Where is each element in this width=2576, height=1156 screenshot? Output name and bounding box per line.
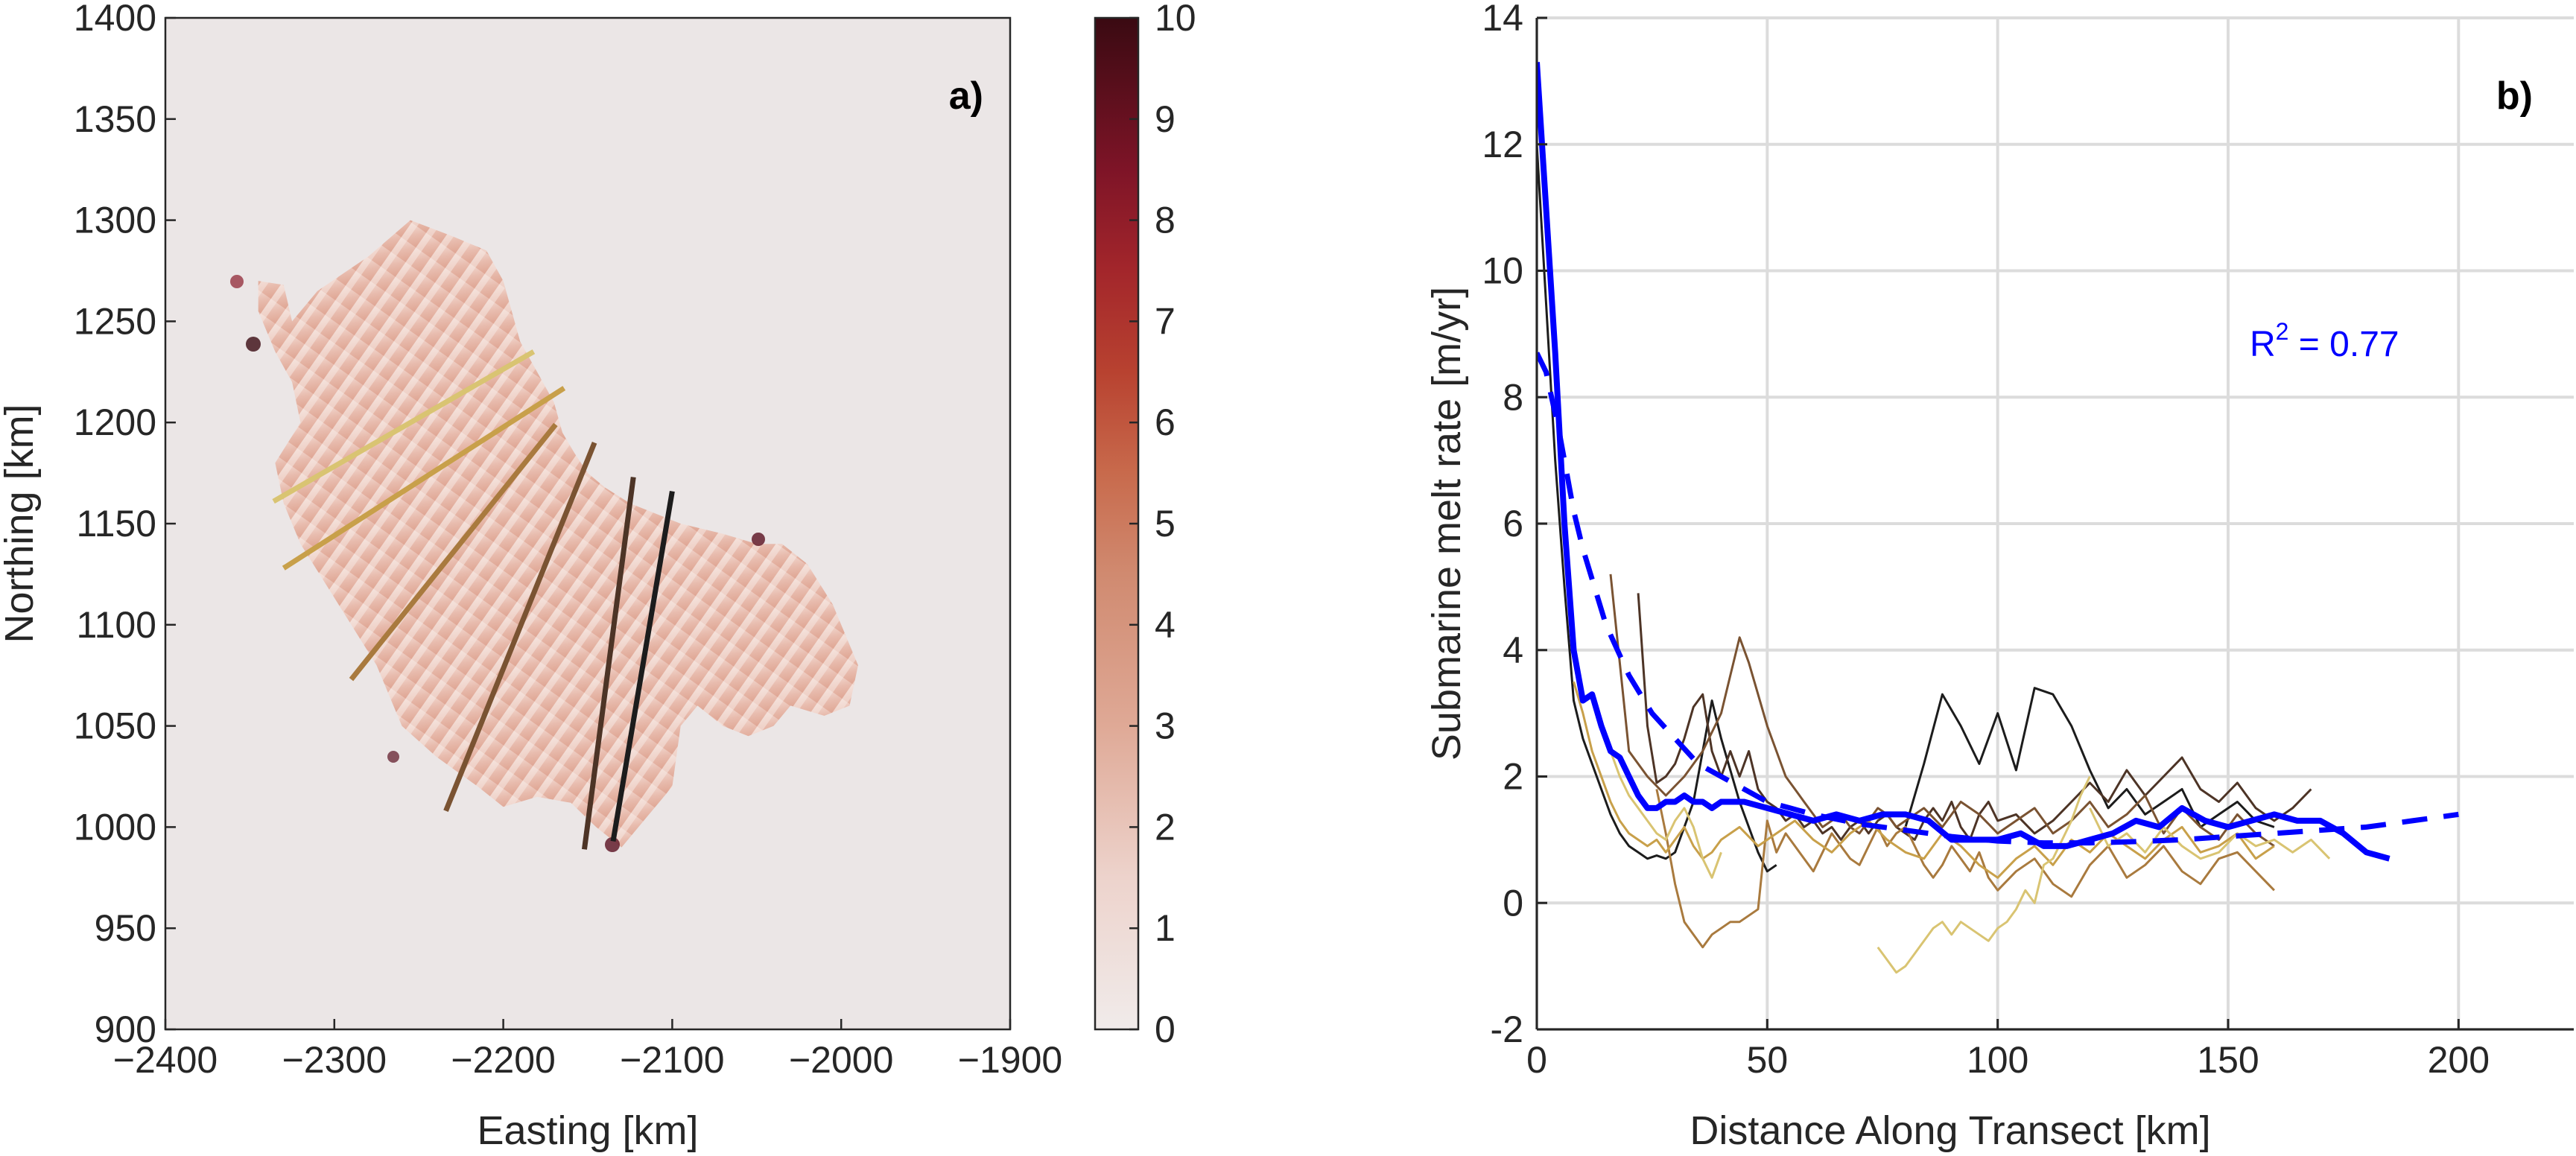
colorbar-tick-label: 7 <box>1155 300 1176 342</box>
panel-b-label: b) <box>2496 74 2533 118</box>
y-tick-label: 14 <box>1482 0 1523 39</box>
melt-hotspot <box>387 751 399 763</box>
y-tick-label: 900 <box>95 1009 156 1050</box>
y-tick-label: 4 <box>1503 629 1523 671</box>
x-tick-label: −1900 <box>958 1039 1062 1081</box>
y-tick-label: 1350 <box>74 98 156 140</box>
y-tick-label: 1050 <box>74 705 156 747</box>
y-tick-label: 10 <box>1482 250 1523 292</box>
y-tick-label: 1400 <box>74 0 156 39</box>
colorbar-tick-label: 4 <box>1155 604 1176 646</box>
y-tick-label: 1200 <box>74 401 156 443</box>
x-tick-label: −2000 <box>789 1039 893 1081</box>
transect-line-3 <box>349 422 558 682</box>
x-tick-label: −2400 <box>113 1039 218 1081</box>
y-tick-label: -2 <box>1491 1009 1523 1050</box>
r2-annotation-base: R <box>2250 325 2276 364</box>
melt-hotspot <box>752 533 765 546</box>
y-tick-label: 8 <box>1503 376 1523 418</box>
r2-annotation: R2 = 0.77 <box>2250 318 2399 364</box>
transect-profile-4 <box>1609 574 2275 848</box>
colorbar-tick-label: 6 <box>1155 401 1176 443</box>
y-tick-label: 950 <box>95 907 156 949</box>
y-tick-label: 1300 <box>74 200 156 241</box>
y-tick-label: 6 <box>1503 503 1523 544</box>
transect-line-5 <box>581 477 636 850</box>
x-tick-label: 100 <box>1967 1039 2028 1081</box>
melt-hotspot <box>605 837 620 852</box>
transect-profile-7 <box>1600 725 1722 879</box>
transect-line-2 <box>282 386 566 571</box>
y-tick-label: 1000 <box>74 806 156 848</box>
y-tick-label: 2 <box>1503 756 1523 798</box>
melt-hotspot <box>230 275 244 288</box>
colorbar-tick-label: 3 <box>1155 705 1176 747</box>
transect-profile-8 <box>1877 775 2091 974</box>
panel-a-label: a) <box>949 74 983 118</box>
colorbar-tick-label: 10 <box>1155 0 1196 39</box>
x-tick-label: −2300 <box>282 1039 387 1081</box>
y-tick-label: 1100 <box>76 604 156 646</box>
x-tick-label: 50 <box>1747 1039 1789 1081</box>
transect-profile-9 <box>2089 807 2331 860</box>
melt-rate-axis-label: Submarine melt rate [m/yr] <box>1424 287 1469 760</box>
distance-axis-label: Distance Along Transect [km] <box>1690 1108 2210 1153</box>
y-tick-label: 12 <box>1482 124 1523 165</box>
x-tick-label: 150 <box>2197 1039 2259 1081</box>
x-tick-label: −2100 <box>620 1039 724 1081</box>
transect-profile-5 <box>1655 789 2275 949</box>
y-tick-label: 1250 <box>74 300 156 342</box>
easting-axis-label: Easting [km] <box>477 1108 698 1153</box>
y-tick-label: 1150 <box>76 503 156 544</box>
transect-line-1 <box>272 349 536 504</box>
y-tick-label: 0 <box>1503 882 1523 924</box>
fit-dashed-line <box>1537 352 2459 846</box>
transect-line-6 <box>610 490 675 842</box>
colorbar-tick-label: 0 <box>1155 1009 1176 1050</box>
colorbar-tick-label: 5 <box>1155 503 1176 544</box>
x-tick-label: −2200 <box>451 1039 555 1081</box>
northing-axis-label: Northing [km] <box>0 404 42 643</box>
r2-annotation-value: = 0.77 <box>2288 325 2399 364</box>
panel-a: −2400 −2300 −2200 −2100 −2000 −19009009501000… <box>0 0 1196 1153</box>
r2-annotation-superscript: 2 <box>2276 318 2289 345</box>
colorbar-tick-label: 2 <box>1155 806 1176 848</box>
x-tick-label: 200 <box>2428 1039 2490 1081</box>
colorbar: 0 1 2 3 4 5 6 7 8 9 10 <box>1094 0 1196 1050</box>
x-tick-label: 0 <box>1526 1039 1547 1081</box>
colorbar-tick-label: 9 <box>1155 98 1176 140</box>
transect-profile-1 <box>1537 144 1777 873</box>
transect-profile-6 <box>1573 681 2275 879</box>
colorbar-tick-label: 8 <box>1155 200 1176 241</box>
transect-line-4 <box>443 442 597 812</box>
transect-profile-2 <box>1904 687 2275 828</box>
colorbar-tick-label: 1 <box>1155 907 1176 949</box>
melt-hotspot <box>246 337 261 352</box>
